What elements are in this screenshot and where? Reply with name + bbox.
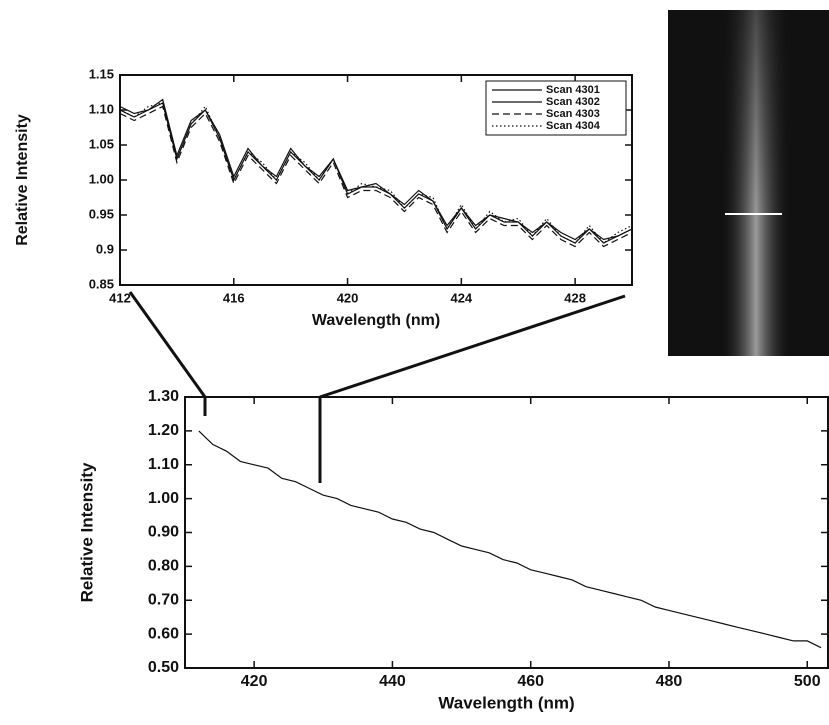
legend-label: Scan 4302	[546, 96, 600, 108]
x-tick-label: 420	[337, 290, 359, 305]
legend-label: Scan 4304	[546, 120, 601, 132]
y-axis-label: Relative Intensity	[14, 114, 31, 246]
y-tick-label: 0.9	[96, 241, 114, 256]
y-tick-label: 1.10	[148, 456, 179, 473]
series-line	[119, 98, 633, 241]
y-tick-label: 0.70	[148, 591, 179, 608]
y-tick-label: 0.60	[148, 625, 179, 642]
y-tick-label: 1.10	[89, 101, 114, 116]
x-axis-label: Wavelength (nm)	[438, 693, 574, 712]
legend-label: Scan 4301	[546, 84, 600, 96]
y-tick-label: 0.90	[148, 524, 179, 541]
legend-label: Scan 4303	[546, 108, 600, 120]
y-tick-label: 1.00	[148, 490, 179, 507]
y-tick-label: 1.05	[89, 136, 114, 151]
x-axis-label: Wavelength (nm)	[312, 312, 440, 329]
chart: 0.85 0.9 0.95 1.00 1.05 1.10 1.15 412 416 420 424 4…	[14, 66, 633, 329]
x-tick-label: 460	[517, 673, 544, 690]
y-tick-label: 0.85	[89, 276, 114, 291]
zoom-lines	[128, 291, 626, 483]
y-tick-label: 0.95	[89, 206, 114, 221]
y-tick-label: 0.50	[148, 659, 179, 676]
y-axis-label: Relative Intensity	[77, 462, 96, 602]
y-tick-label: 1.15	[89, 66, 114, 81]
x-tick-label: 480	[656, 673, 683, 690]
y-tick-label: 1.20	[148, 422, 179, 439]
x-tick-label: 416	[223, 290, 245, 305]
y-tick-label: 1.30	[148, 388, 179, 405]
series-line	[198, 430, 822, 649]
photo	[668, 10, 829, 356]
x-tick-label: 440	[379, 673, 406, 690]
chart: 0.50 0.60 0.70 0.80 0.90 1.00 1.10 1.20 1.30 420 4…	[77, 388, 829, 712]
series-line	[119, 105, 633, 248]
x-tick-label: 424	[450, 290, 472, 305]
x-tick-label: 428	[564, 290, 586, 305]
x-tick-label: 412	[109, 290, 131, 305]
x-tick-label: 500	[794, 673, 821, 690]
x-tick-label: 420	[241, 673, 268, 690]
plot-frame	[184, 396, 829, 669]
y-tick-label: 0.80	[148, 558, 179, 575]
y-tick-label: 1.00	[89, 171, 114, 186]
